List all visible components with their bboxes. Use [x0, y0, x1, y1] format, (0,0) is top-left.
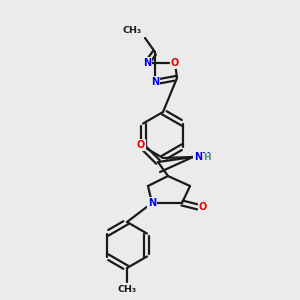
Text: O: O — [137, 140, 145, 150]
Text: O: O — [199, 202, 207, 212]
Text: CH₃: CH₃ — [123, 26, 142, 35]
Text: O: O — [171, 58, 179, 68]
Text: N: N — [148, 198, 156, 208]
Text: CH₃: CH₃ — [117, 285, 136, 294]
Text: N: N — [143, 58, 151, 68]
Text: N: N — [151, 77, 159, 87]
Text: H: H — [203, 154, 211, 163]
Text: NH: NH — [194, 152, 210, 162]
